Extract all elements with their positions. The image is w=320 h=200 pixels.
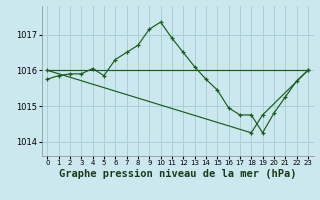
X-axis label: Graphe pression niveau de la mer (hPa): Graphe pression niveau de la mer (hPa) bbox=[59, 169, 296, 179]
